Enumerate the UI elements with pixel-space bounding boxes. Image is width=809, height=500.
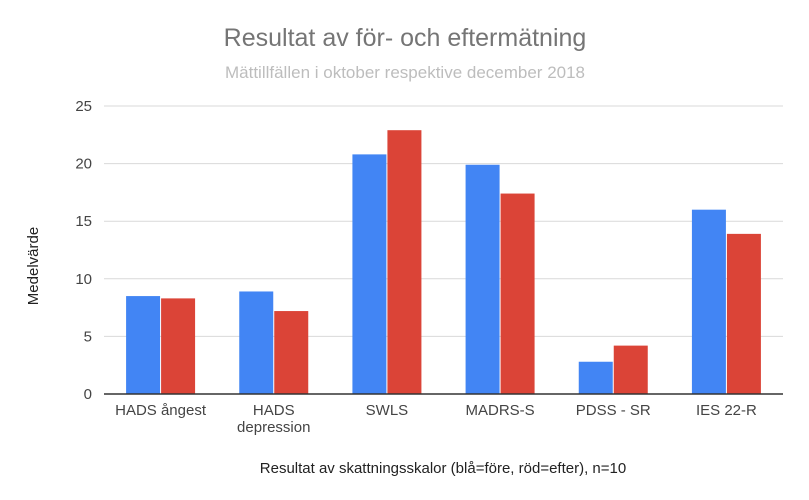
bar-efter — [726, 233, 761, 394]
axes: 0 5 10 15 20 25 HADS ångest HADS depression SWLS M… — [75, 98, 783, 436]
y-tick-label: 0 — [84, 386, 92, 403]
bar-fore — [126, 296, 161, 394]
x-tick-label: IES 22-R — [696, 402, 757, 419]
bar-fore — [352, 154, 387, 394]
x-tick-label: SWLS — [366, 402, 409, 419]
x-tick-label: HADS ångest — [115, 402, 207, 419]
bar-fore — [578, 361, 613, 394]
x-tick-label: HADS depression — [237, 402, 310, 436]
y-tick-label: 10 — [75, 271, 92, 288]
bar-efter — [613, 345, 648, 394]
bar-fore — [691, 209, 726, 394]
bar-efter — [387, 130, 422, 394]
bar-fore — [465, 164, 500, 394]
bar-efter — [161, 298, 196, 394]
x-tick-label: PDSS - SR — [576, 402, 651, 419]
y-tick-label: 20 — [75, 156, 92, 173]
bar-efter — [500, 193, 535, 394]
gridlines — [104, 105, 783, 337]
bar-fore — [239, 291, 274, 394]
y-axis-label: Medelvärde — [25, 227, 42, 305]
y-tick-label: 5 — [84, 328, 92, 345]
y-tick-label: 15 — [75, 213, 92, 230]
x-axis-label: Resultat av skattningsskalor (blå=före, … — [260, 460, 626, 477]
chart-subtitle: Mättillfällen i oktober respektive decem… — [225, 63, 585, 82]
bar-efter — [274, 311, 309, 394]
bars — [126, 130, 761, 394]
chart-title: Resultat av för- och eftermätning — [224, 24, 587, 52]
x-tick-label: MADRS-S — [465, 402, 534, 419]
y-tick-label: 25 — [75, 98, 92, 115]
